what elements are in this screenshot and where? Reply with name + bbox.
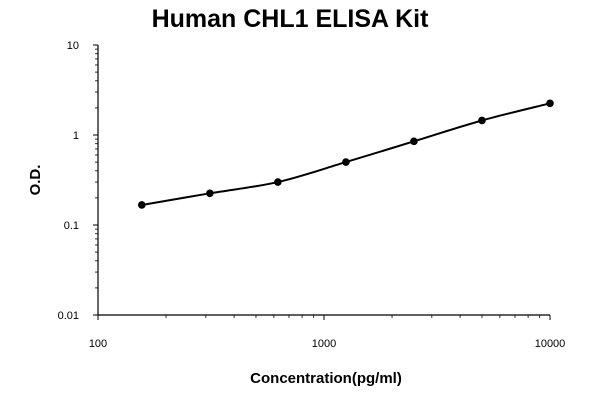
data-points [138,99,554,209]
axes [93,44,551,320]
x-tick-label: 100 [89,338,107,350]
data-point [342,158,350,166]
x-tick-label: 10000 [535,338,566,350]
tick-labels: 0.01 0.1 1 10 100 1000 10000 [58,40,566,350]
y-tick-label: 1 [73,130,79,142]
data-point [478,116,486,125]
data-point [546,99,554,108]
chart-title: Human CHL1 ELISA Kit [151,5,429,33]
data-point [138,201,146,209]
y-tick-label: 10 [67,40,79,52]
y-tick-label: 0.1 [64,220,79,232]
y-tick-label: 0.01 [58,310,79,322]
fit-curve [141,102,551,206]
data-point [206,189,214,198]
y-axis-label: O.D. [27,165,44,196]
x-axis-label: Concentration(pg/ml) [250,370,402,387]
x-tick-label: 1000 [312,338,336,350]
data-point [410,137,418,146]
data-point [274,178,282,186]
fit-curve-layer [141,102,551,206]
